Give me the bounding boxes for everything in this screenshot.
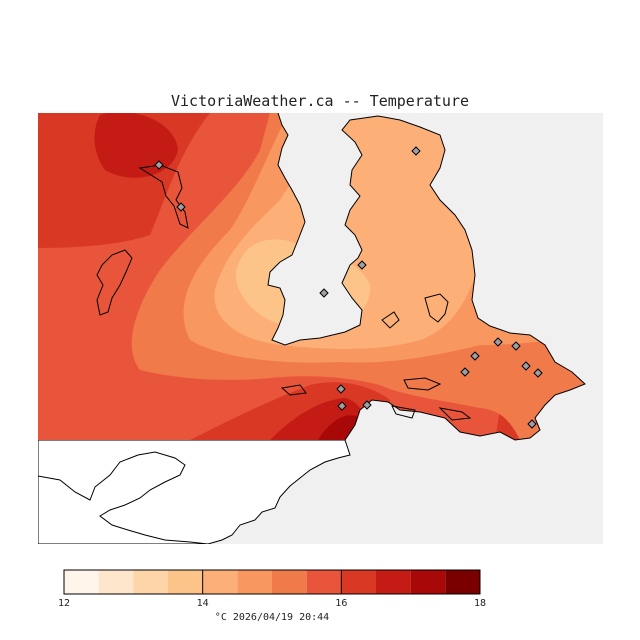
station-marker <box>362 400 372 410</box>
coastline-outline <box>267 112 586 441</box>
island-west <box>96 249 133 316</box>
legend-border <box>63 569 481 595</box>
island-small-4 <box>438 407 472 421</box>
legend-swatch <box>98 570 134 594</box>
color-legend: 12 14 16 18 <box>58 569 486 609</box>
legend-swatch <box>376 570 411 594</box>
station-marker <box>176 202 186 212</box>
legend-tick-label: 18 <box>474 598 486 609</box>
island-northwest <box>138 164 189 229</box>
legend-tick-label: 14 <box>197 598 209 609</box>
lake-2 <box>381 311 400 329</box>
legend-swatch <box>306 570 342 594</box>
station-marker <box>337 401 347 411</box>
legend-tick-label: 16 <box>335 598 347 609</box>
islands <box>96 164 472 421</box>
station-marker <box>470 351 480 361</box>
station-marker <box>319 288 329 298</box>
legend-swatch <box>410 570 446 594</box>
temperature-band-5 <box>94 113 178 178</box>
station-marker <box>511 341 521 351</box>
island-small-1 <box>280 384 307 396</box>
station-marker <box>460 367 470 377</box>
station-marker <box>411 146 421 156</box>
station-marker <box>357 260 367 270</box>
legend-swatch <box>202 570 238 594</box>
station-marker <box>336 384 346 394</box>
map-title: VictoriaWeather.ca -- Temperature <box>171 92 469 110</box>
station-marker <box>154 160 164 170</box>
legend-swatch <box>237 570 272 594</box>
island-small-2 <box>403 377 442 391</box>
station-marker <box>521 361 531 371</box>
legend-swatch <box>341 570 376 594</box>
southern-coastline-land <box>38 439 351 544</box>
legend-swatch <box>272 570 307 594</box>
legend-swatch <box>445 570 480 594</box>
station-marker <box>533 368 543 378</box>
legend-swatch <box>168 570 203 594</box>
station-marker <box>493 337 503 347</box>
station-marker <box>527 419 537 429</box>
legend-swatch <box>64 570 99 594</box>
timestamp-label: °C 2026/04/19 20:44 <box>215 612 329 623</box>
lake-1 <box>424 293 449 323</box>
weather-stations <box>154 146 543 429</box>
legend-tick-label: 12 <box>58 598 70 609</box>
island-small-3 <box>391 405 416 419</box>
legend-swatch <box>133 570 168 594</box>
